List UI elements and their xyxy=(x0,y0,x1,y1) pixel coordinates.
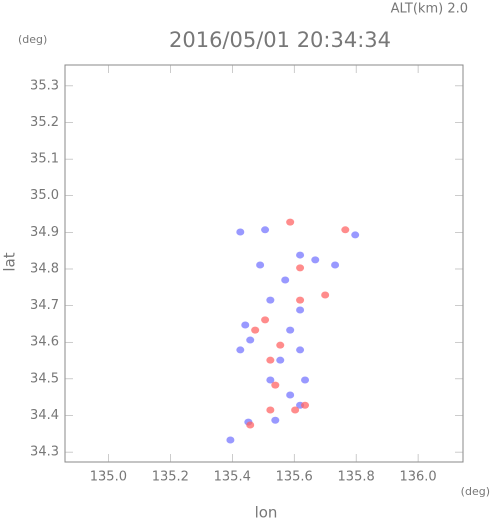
echo-point xyxy=(301,401,310,409)
chart-title: 2016/05/01 20:34:34 xyxy=(169,28,391,52)
echo-point xyxy=(271,381,280,389)
echo-point xyxy=(296,251,305,259)
echo-point xyxy=(256,261,265,269)
y-tick-label: 34.9 xyxy=(30,225,59,240)
echo-point xyxy=(266,356,275,364)
subtitle: ALT(km) 2.0 xyxy=(391,2,468,17)
y-tick-label: 34.6 xyxy=(30,335,59,350)
echo-point xyxy=(226,436,235,444)
echo-point xyxy=(276,341,285,349)
x-unit: (deg) xyxy=(461,485,490,498)
echo-point xyxy=(236,228,245,236)
echo-point xyxy=(286,326,295,334)
echo-point xyxy=(301,376,310,384)
echo-point xyxy=(296,264,305,272)
y-tick-label: 34.5 xyxy=(30,371,59,386)
echo-point xyxy=(296,306,305,314)
echo-point xyxy=(341,226,350,234)
y-unit: (deg) xyxy=(18,33,47,46)
echo-point xyxy=(276,356,285,364)
echo-point xyxy=(321,291,330,299)
x-tick-label: 135.2 xyxy=(152,470,189,485)
echo-point xyxy=(266,376,275,384)
echo-point xyxy=(296,296,305,304)
echo-point xyxy=(241,321,250,329)
echo-point xyxy=(286,391,295,399)
y-tick-label: 34.7 xyxy=(30,298,59,313)
echo-point xyxy=(246,421,255,429)
echo-point xyxy=(246,336,255,344)
echo-point xyxy=(271,416,280,424)
y-tick-label: 35.0 xyxy=(30,188,59,203)
y-tick-label: 34.4 xyxy=(30,408,59,423)
y-tick-label: 35.2 xyxy=(30,115,59,130)
y-tick-label: 34.3 xyxy=(30,445,59,460)
echo-point xyxy=(281,276,290,284)
echo-point xyxy=(331,261,340,269)
x-tick-label: 136.0 xyxy=(399,470,436,485)
x-tick-label: 135.6 xyxy=(276,470,313,485)
echo-point xyxy=(251,326,260,334)
x-axis-label: lon xyxy=(255,504,278,521)
y-tick-label: 35.3 xyxy=(30,78,59,93)
y-axis-label: lat xyxy=(1,252,19,271)
echo-point xyxy=(286,218,295,226)
echo-point xyxy=(291,406,300,414)
echo-point xyxy=(236,346,245,354)
echo-point xyxy=(261,226,270,234)
x-tick-label: 135.4 xyxy=(214,470,251,485)
y-tick-label: 34.8 xyxy=(30,261,59,276)
echo-point xyxy=(296,346,305,354)
y-tick-label: 35.1 xyxy=(30,152,59,167)
echo-point xyxy=(351,231,360,239)
echo-point xyxy=(266,406,275,414)
echo-point xyxy=(261,316,270,324)
x-tick-label: 135.8 xyxy=(338,470,375,485)
x-tick-label: 135.0 xyxy=(90,470,127,485)
echo-point xyxy=(266,296,275,304)
echo-point xyxy=(311,256,320,264)
plot-frame xyxy=(64,64,464,463)
